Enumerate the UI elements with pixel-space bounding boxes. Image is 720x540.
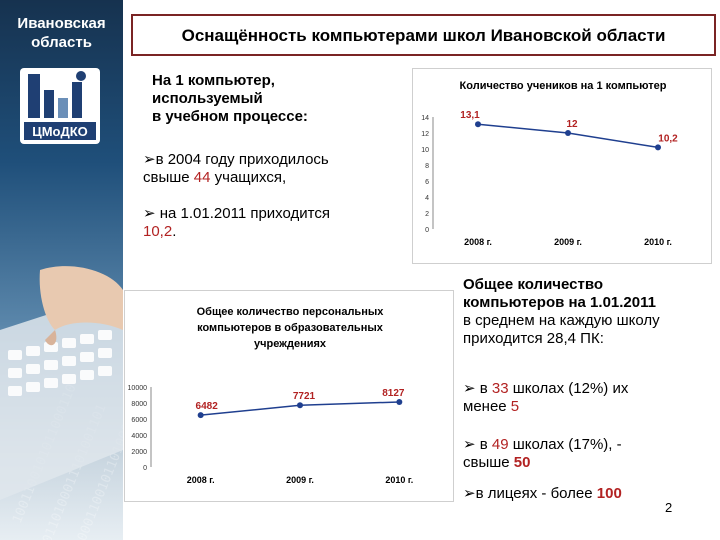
block2-item3-value: 100 (596, 485, 622, 502)
organization-logo: ЦМоДКО (20, 68, 100, 144)
y-tick-label: 2000 (131, 449, 147, 456)
x-tick-label: 2008 г. (464, 237, 492, 247)
sidebar-decoration: 1001100101011000110 0110100011101001101 … (0, 0, 123, 540)
arrow-bullet-icon: ➢ (463, 379, 476, 397)
y-tick-label: 4 (425, 195, 429, 202)
data-point (565, 130, 571, 136)
data-point (396, 398, 403, 405)
block1-item2: ➢ на 1.01.2011 приходится 10,2. (143, 204, 330, 241)
block2-heading-line1: Общее количество (463, 276, 604, 293)
block2-item1-value: 33 (491, 380, 509, 397)
y-tick-label: 8000 (131, 401, 147, 408)
chart-students-per-computer: Количество учеников на 1 компьютер 14 12 1… (412, 68, 712, 264)
block2-item2-text: в (475, 436, 492, 453)
chart-students-per-computer-svg: Количество учеников на 1 компьютер 14 12 1… (421, 80, 678, 247)
page-title: Оснащённость компьютерами школ Ивановско… (181, 26, 666, 45)
page-number: 2 (665, 500, 673, 515)
data-label: 13,1 (460, 110, 480, 121)
keyboard-hand-image (0, 266, 123, 500)
block1-heading-line3: в учебном процессе: (152, 108, 308, 125)
y-tick-label: 10000 (128, 385, 148, 392)
block1-heading-line2: используемый (152, 90, 263, 107)
block2-item1-text2: школах (12%) их (508, 380, 629, 397)
block2-item1-text: в (475, 380, 492, 397)
logo-icon: ЦМоДКО (24, 71, 96, 140)
block1-item2-suffix: . (172, 223, 177, 240)
logo-text: ЦМоДКО (32, 124, 88, 139)
y-tick-label: 0 (143, 465, 147, 472)
y-tick-label: 0 (425, 227, 429, 234)
block1-item2-text: на 1.01.2011 приходится (155, 205, 330, 222)
arrow-bullet-icon: ➢ (143, 204, 156, 222)
y-tick-label: 12 (421, 131, 429, 138)
block2-heading-line3: в среднем на каждую школу (463, 312, 660, 329)
y-tick-label: 8 (425, 163, 429, 170)
block2-item1-text3: менее (463, 398, 511, 415)
y-tick-label: 6000 (131, 417, 147, 424)
block2-item3-text: в лицеях - более (475, 485, 597, 502)
block2-subheading: в среднем на каждую школу приходится 28,… (463, 312, 660, 348)
y-tick-label: 2 (425, 211, 429, 218)
region-title-line1: Ивановская (17, 15, 106, 32)
chart2-title-line1: Общее количество персональных (197, 306, 385, 318)
chart-total-computers: Общее количество персональных компьютеро… (124, 290, 454, 502)
chart1-title: Количество учеников на 1 компьютер (460, 80, 667, 92)
data-point (655, 144, 661, 151)
block1-heading: На 1 компьютер, используемый в учебном п… (152, 72, 308, 126)
y-tick-label: 4000 (131, 433, 147, 440)
data-point (475, 121, 481, 128)
x-tick-label: 2009 г. (554, 237, 582, 247)
block2-item1: ➢ в 33 школах (12%) их менее 5 (463, 379, 628, 416)
block2-item2-value: 49 (491, 436, 509, 453)
block1-item2-value: 10,2 (143, 223, 173, 240)
chart-total-computers-svg: Общее количество персональных компьютеро… (128, 306, 414, 485)
data-label: 7721 (293, 391, 316, 402)
y-tick-label: 10 (421, 147, 429, 154)
arrow-bullet-icon: ➢ (143, 150, 156, 168)
block1-item1-text3: учащихся, (210, 169, 287, 186)
data-label: 12 (566, 119, 578, 130)
block1-item1-text: в 2004 году приходилось (155, 151, 329, 168)
data-label: 6482 (196, 401, 219, 412)
block2-item2-text2: школах (17%), - (508, 436, 622, 453)
arrow-bullet-icon: ➢ (463, 435, 476, 453)
block1-item1-value: 44 (193, 169, 211, 186)
x-tick-label: 2009 г. (286, 475, 314, 485)
block2-heading: Общее количество компьютеров на 1.01.201… (463, 276, 656, 312)
block1-item1: ➢в 2004 году приходилось свыше 44 учащих… (143, 150, 329, 187)
block2-heading-line2: компьютеров на 1.01.2011 (463, 294, 656, 311)
region-title-line2: область (31, 34, 92, 51)
data-label: 10,2 (658, 133, 678, 144)
block2-item2-value2: 50 (513, 454, 531, 471)
region-title: Ивановская область (0, 14, 123, 52)
block1-item1-text2: свыше (143, 169, 194, 186)
chart2-title-line2: компьютеров в образовательных (197, 322, 384, 334)
x-tick-label: 2010 г. (385, 475, 413, 485)
y-tick-label: 14 (421, 115, 429, 122)
data-point (297, 402, 303, 409)
title-banner: Оснащённость компьютерами школ Ивановско… (131, 14, 716, 56)
block2-item2-text3: свыше (463, 454, 514, 471)
x-tick-label: 2008 г. (187, 475, 215, 485)
block2-heading-line4: приходится 28,4 ПК: (463, 330, 604, 347)
block2-item2: ➢ в 49 школах (17%), - свыше 50 (463, 435, 622, 472)
block1-heading-line1: На 1 компьютер, (152, 72, 275, 89)
block2-item1-value2: 5 (510, 398, 520, 415)
x-tick-label: 2010 г. (644, 237, 672, 247)
data-point (197, 412, 204, 419)
arrow-bullet-icon: ➢ (463, 484, 476, 502)
data-label: 8127 (382, 388, 405, 399)
block2-item3: ➢в лицеях - более 100 (463, 484, 622, 503)
y-tick-label: 6 (425, 179, 429, 186)
chart2-title-line3: учреждениях (254, 338, 327, 350)
